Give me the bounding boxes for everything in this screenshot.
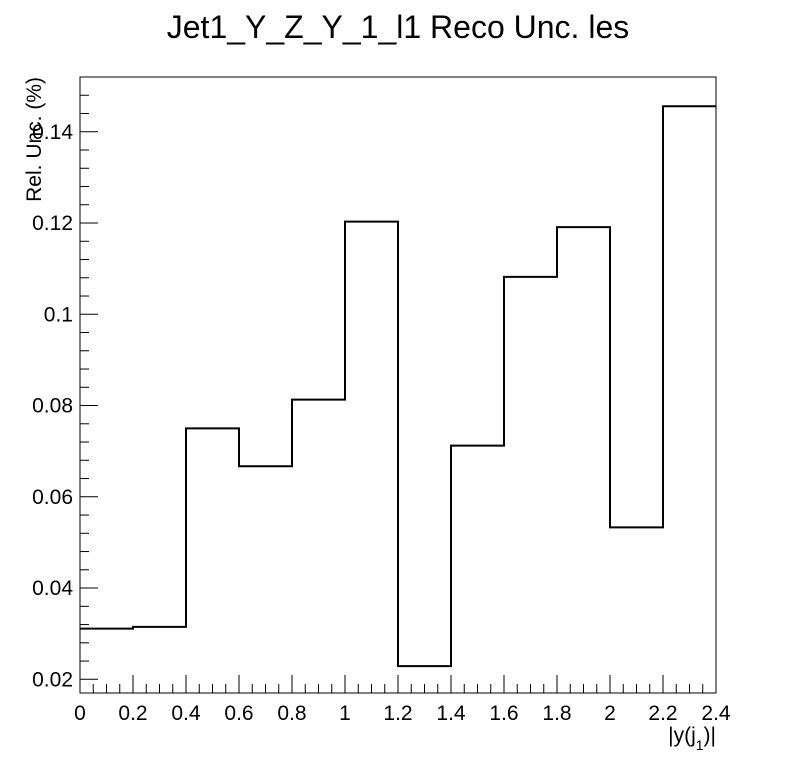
x-tick-label: 1 [339,702,351,725]
y-tick-label: 0.14 [32,121,73,144]
histogram-series-line [80,105,716,668]
x-tick-label: 0.2 [118,702,147,725]
y-tick-label: 0.02 [32,668,73,691]
x-tick-label: 2.4 [701,702,731,725]
chart-title: Jet1_Y_Z_Y_1_l1 Reco Unc. les [167,9,629,45]
x-tick-label: 2 [604,702,616,725]
x-axis-label: |y(j1)| [668,724,716,753]
x-axis-label-suffix: )| [704,724,716,747]
y-axis-tick-labels: 0.02 0.04 0.06 0.08 0.1 0.12 0.14 [32,121,73,692]
y-axis-ticks [80,76,98,680]
x-tick-label: 1.2 [383,702,412,725]
y-tick-label: 0.06 [32,486,73,509]
x-tick-label: 0 [74,702,86,725]
y-tick-label: 0.1 [44,303,73,326]
x-tick-label: 1.4 [436,702,466,725]
x-axis-ticks [79,675,717,693]
x-axis-tick-labels: 0 0.2 0.4 0.6 0.8 1 1.2 1.4 1.6 1.8 2 2.2 2.4 [74,702,731,725]
y-tick-label: 0.12 [32,212,73,235]
x-tick-label: 1.6 [489,702,518,725]
x-axis-label-subscript: 1 [696,737,704,753]
y-tick-label: 0.08 [32,395,73,418]
x-tick-label: 0.4 [171,702,201,725]
x-tick-label: 1.8 [542,702,571,725]
x-axis-label-main: |y(j [668,724,696,747]
x-tick-label: 0.6 [224,702,253,725]
y-axis-label: Rel. Unc. (%) [23,77,46,202]
y-tick-label: 0.04 [32,577,73,600]
x-tick-label: 0.8 [277,702,306,725]
x-tick-label: 2.2 [648,702,677,725]
